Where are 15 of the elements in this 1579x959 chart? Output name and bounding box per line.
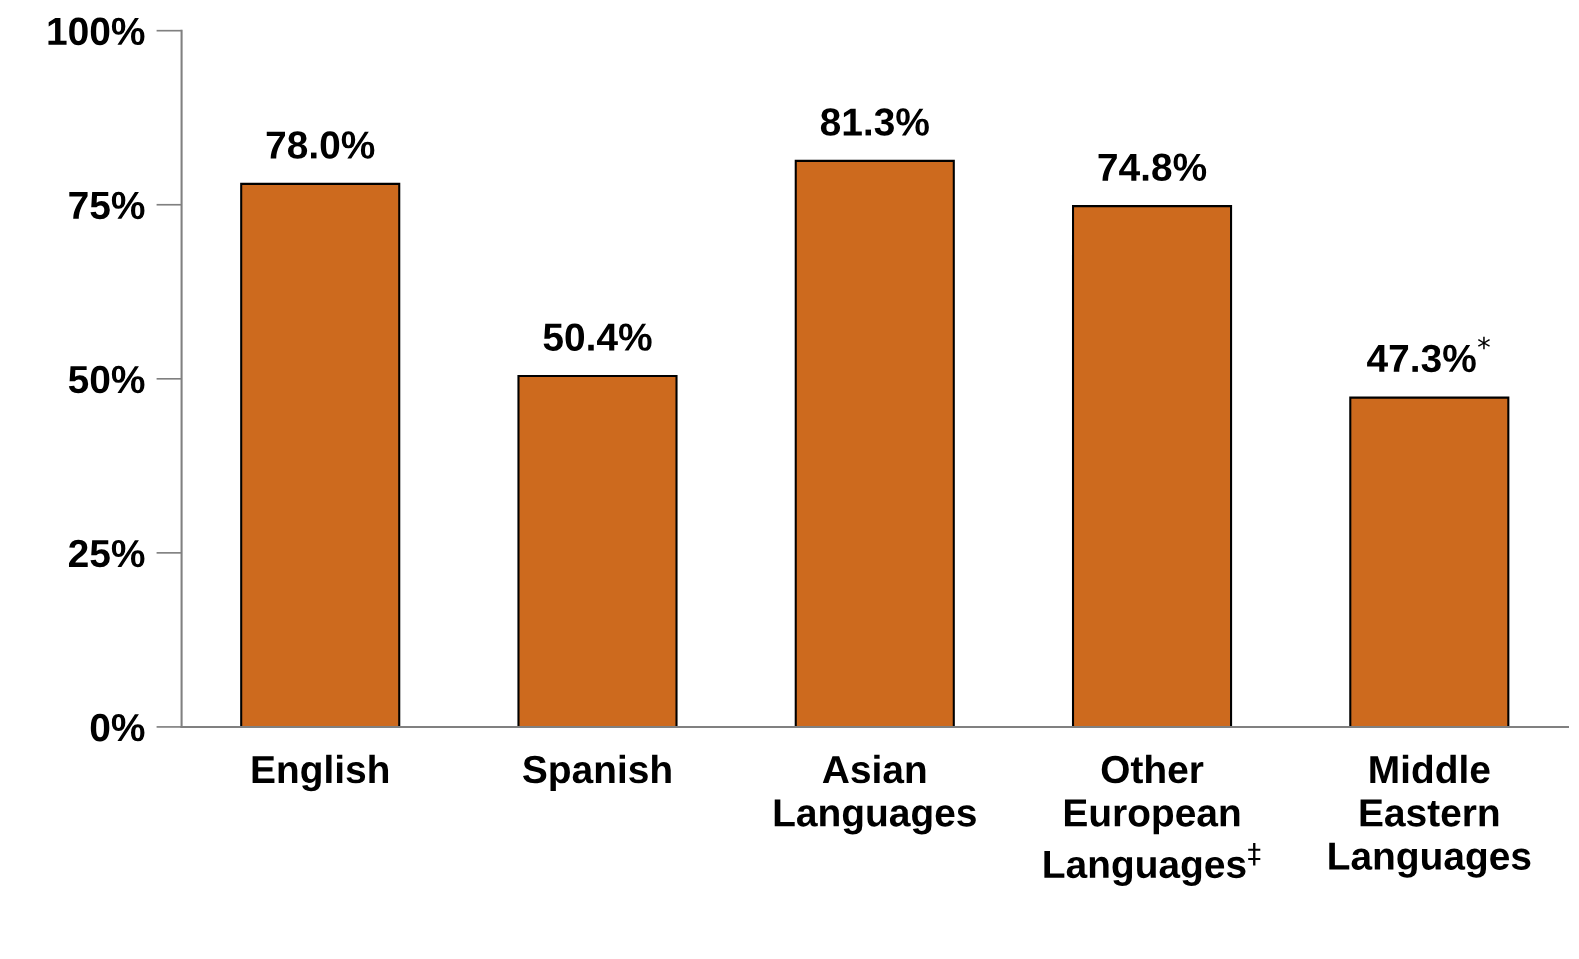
data-label: 74.8% bbox=[1098, 153, 1207, 182]
x-tick-label: Middle Eastern Languages bbox=[1329, 754, 1531, 878]
y-tick-label: 100% bbox=[48, 17, 145, 46]
y-tick-label: 50% bbox=[68, 365, 145, 394]
data-label: 78.0% bbox=[266, 131, 375, 159]
y-tick-label: 0% bbox=[90, 713, 145, 742]
x-tick-label: English bbox=[252, 754, 389, 792]
y-tick-label: 25% bbox=[68, 539, 145, 568]
x-tick-label: Asian Languages bbox=[774, 754, 976, 835]
y-tick-label: 75% bbox=[69, 191, 145, 220]
x-tick-label: Spanish bbox=[522, 754, 671, 792]
data-label: 47.3%$^{*}$ bbox=[1367, 336, 1490, 373]
data-label: 50.4% bbox=[543, 323, 652, 351]
data-label: 81.3% bbox=[820, 108, 929, 136]
x-tick-label: Other European Languages$^{‡}$ bbox=[1044, 754, 1261, 887]
